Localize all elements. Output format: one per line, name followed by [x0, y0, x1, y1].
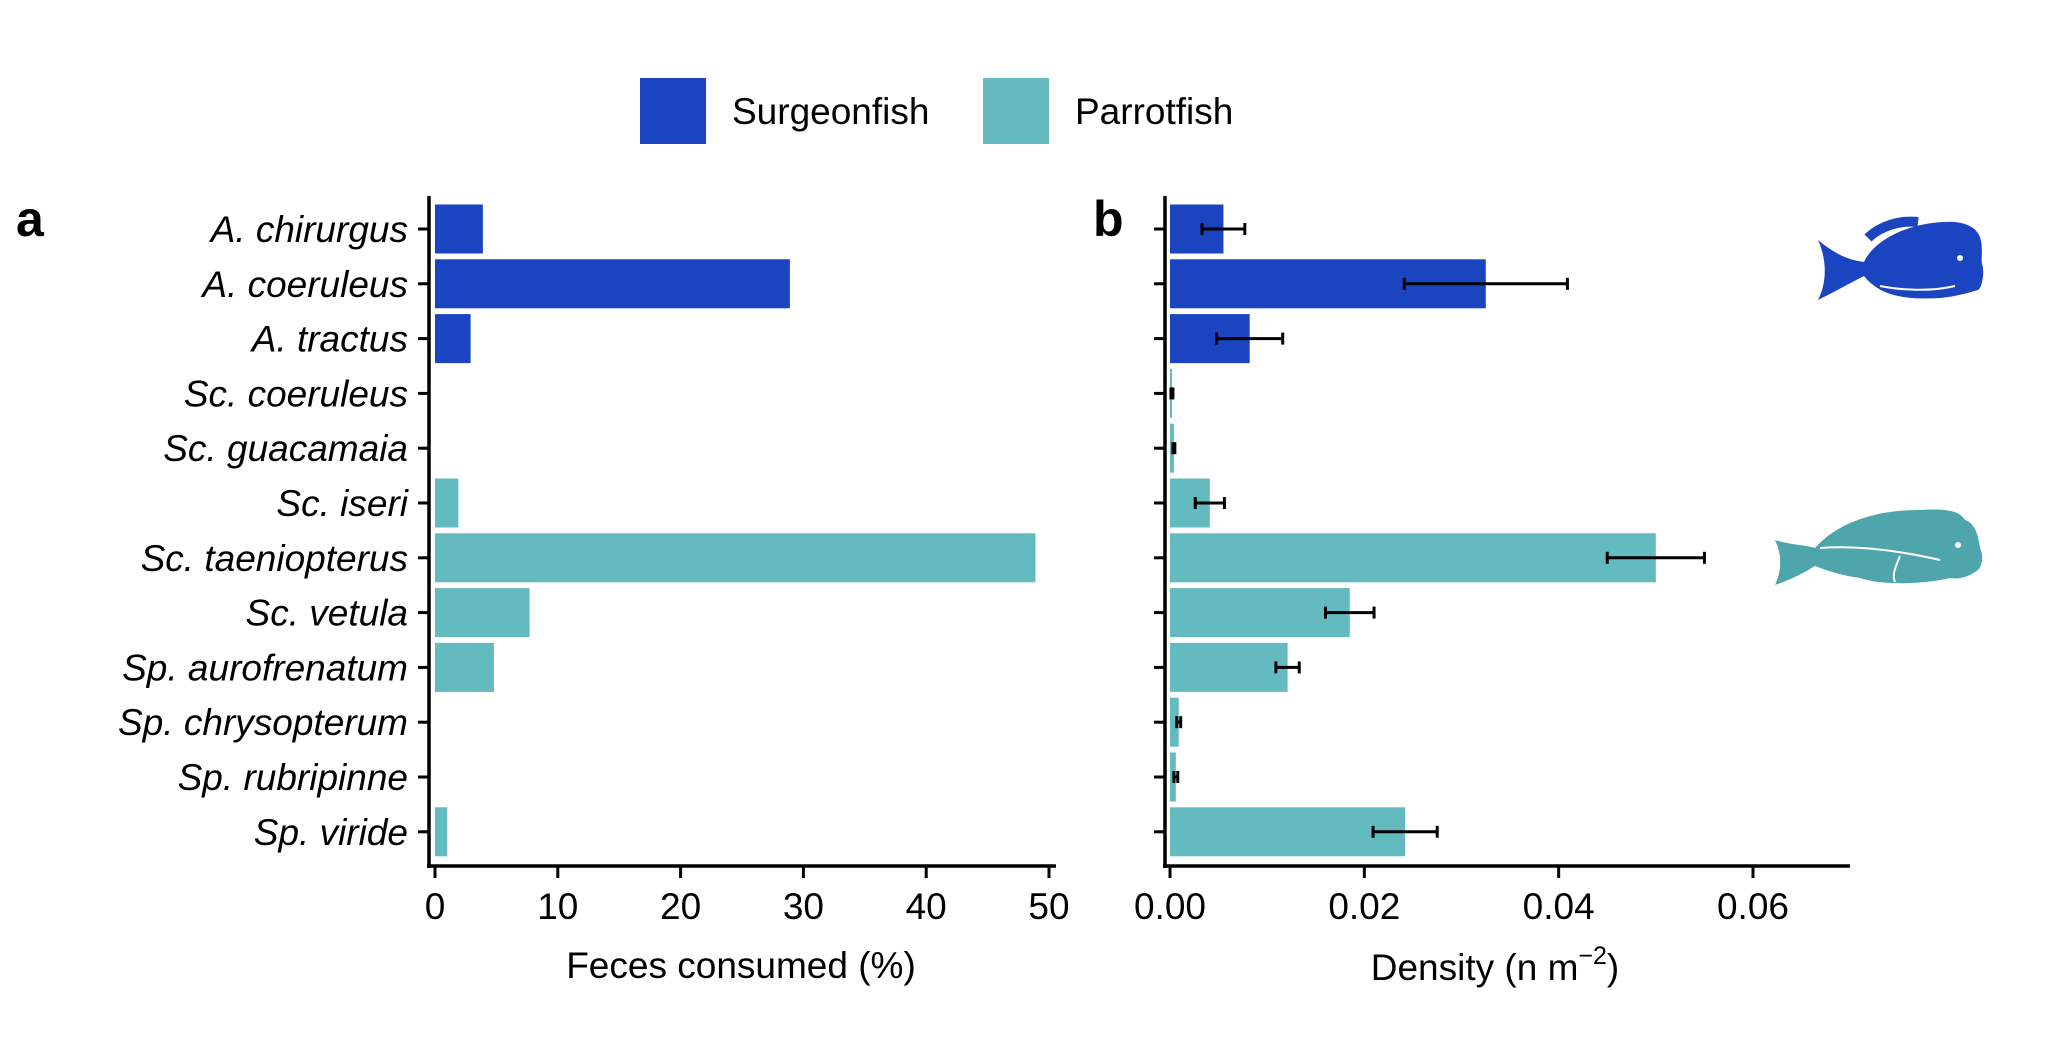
panel-b-bar-sc-vetula [1170, 588, 1350, 638]
panel-a-x-axis-title: Feces consumed (%) [566, 945, 916, 986]
panel-a-bar-sp-aurofrenatum [435, 642, 494, 692]
legend-label-surgeonfish: Surgeonfish [732, 91, 929, 132]
panel-b-x-axis-title: Density (n m−2) [1371, 942, 1620, 988]
panel-b-bar-sp-chrysopterum [1170, 697, 1179, 747]
panel-a-feces-consumed: A. chirurgus A. coeruleus A. tractus Sc. co… [118, 196, 1070, 986]
panel-b-x-tick-label: 0.00 [1134, 886, 1206, 927]
panel-a-bar-sc-vetula [435, 588, 530, 638]
panel-a-category-label: A. tractus [250, 319, 408, 360]
panel-a-x-tick-label: 50 [1028, 886, 1069, 927]
panel-a-x-ticks: 0 10 20 30 40 50 [425, 866, 1070, 927]
panel-a-category-label: Sc. guacamaia [163, 428, 408, 469]
panel-a-category-label: Sc. coeruleus [184, 373, 408, 414]
panel-a-x-tick-label: 0 [425, 886, 446, 927]
parrotfish-icon [1775, 509, 1983, 585]
panel-a-letter: a [16, 191, 45, 247]
panel-b-x-axis-title-sup: −2 [1578, 942, 1607, 970]
panel-a-bar-a-chirurgus [435, 204, 483, 254]
panel-a-bar-sc-iseri [435, 478, 459, 528]
panel-b-bar-sp-aurofrenatum [1170, 642, 1288, 692]
panel-b-x-tick-label: 0.06 [1717, 886, 1789, 927]
panel-b-error-bars [1169, 223, 1706, 838]
panel-b-x-tick-label: 0.04 [1523, 886, 1595, 927]
panel-a-category-label: Sp. viride [254, 812, 408, 853]
panel-b-x-tick-label: 0.02 [1328, 886, 1400, 927]
legend-swatch-parrotfish [983, 78, 1049, 144]
panel-a-x-tick-label: 20 [660, 886, 701, 927]
panel-b-bar-sc-taeniopterus [1170, 533, 1656, 583]
panel-a-category-label: Sp. chrysopterum [118, 702, 408, 743]
panel-a-bar-sp-viride [435, 807, 448, 857]
panel-a-category-label: Sc. taeniopterus [141, 538, 408, 579]
panel-b-density: 0.00 0.02 0.04 0.06 Density (n m−2) [1134, 196, 1984, 988]
panel-a-category-label: Sc. iseri [276, 483, 409, 524]
panel-a-category-labels: A. chirurgus A. coeruleus A. tractus Sc. co… [118, 209, 429, 853]
panel-b-x-axis-title-main: Density (n m [1371, 947, 1579, 988]
panel-b-x-axis-title-close: ) [1607, 947, 1619, 988]
panel-a-x-tick-label: 40 [906, 886, 947, 927]
legend-label-parrotfish: Parrotfish [1075, 91, 1233, 132]
panel-a-x-tick-label: 10 [537, 886, 578, 927]
panel-b-bar-sp-viride [1170, 807, 1406, 857]
legend: Surgeonfish Parrotfish [640, 78, 1233, 144]
panel-b-x-ticks: 0.00 0.02 0.04 0.06 [1134, 866, 1789, 927]
panel-a-x-tick-label: 30 [783, 886, 824, 927]
panel-a-bars [435, 204, 1036, 857]
panel-a-category-label: Sp. rubripinne [178, 757, 408, 798]
panel-a-category-label: A. coeruleus [200, 264, 408, 305]
panel-b-letter: b [1093, 191, 1124, 247]
panel-b-y-ticks [1154, 227, 1165, 834]
panel-a-bar-sc-taeniopterus [435, 533, 1036, 583]
panel-a-bar-a-coeruleus [435, 259, 790, 309]
panel-a-category-label: Sp. aurofrenatum [122, 647, 408, 688]
surgeonfish-icon [1818, 216, 1984, 300]
panel-a-bar-a-tractus [435, 314, 471, 364]
panel-b-bars [1170, 204, 1656, 857]
legend-swatch-surgeonfish [640, 78, 706, 144]
panel-a-category-label: A. chirurgus [209, 209, 408, 250]
panel-a-category-label: Sc. vetula [246, 593, 408, 634]
